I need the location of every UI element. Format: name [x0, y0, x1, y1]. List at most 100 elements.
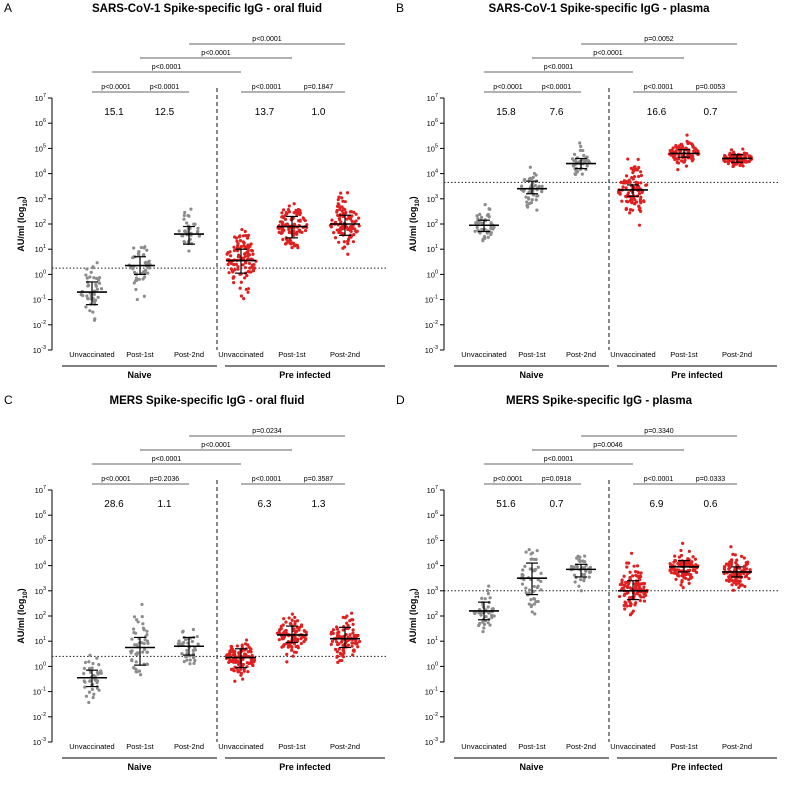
data-point: [686, 557, 690, 561]
data-point: [253, 266, 257, 270]
data-point: [482, 622, 487, 627]
data-point: [348, 226, 352, 230]
data-point: [617, 594, 622, 599]
data-point: [91, 662, 95, 666]
data-point: [357, 216, 361, 220]
data-point: [532, 597, 536, 601]
data-point: [92, 318, 97, 322]
data-point: [731, 552, 735, 556]
data-point: [345, 638, 350, 643]
data-point: [520, 184, 524, 188]
data-point: [351, 628, 355, 632]
data-point: [532, 584, 536, 589]
data-point: [578, 555, 582, 559]
panel-title: MERS Spike-specific IgG - plasma: [506, 395, 693, 407]
data-point: [236, 267, 240, 271]
data-point: [182, 217, 186, 221]
data-point: [532, 602, 536, 606]
data-point: [737, 154, 741, 158]
fold-change-label: 13.7: [255, 107, 275, 118]
p-value-label: p=0.1847: [304, 84, 333, 91]
data-point: [333, 647, 338, 652]
data-point: [539, 571, 543, 575]
y-tick-label: 10-3: [33, 737, 46, 747]
data-point: [246, 254, 250, 258]
panel-letter: C: [4, 393, 13, 407]
panel-d: D MERS Spike-specific IgG - plasma 10-3 10-…: [396, 393, 780, 772]
panel-letter: B: [396, 1, 404, 15]
data-point: [642, 199, 646, 203]
data-point: [246, 643, 250, 647]
data-point: [84, 273, 88, 277]
data-point: [236, 660, 240, 664]
data-point: [637, 192, 642, 196]
data-point: [722, 567, 727, 571]
data-point: [90, 666, 94, 670]
data-point: [728, 159, 733, 163]
data-point: [572, 152, 577, 156]
data-point: [96, 672, 100, 676]
data-point: [196, 642, 200, 646]
group-label: Pre infected: [279, 762, 331, 772]
data-point: [626, 581, 631, 585]
category-label: Post-1st: [518, 350, 546, 359]
data-point: [528, 567, 532, 571]
data-point: [622, 574, 626, 578]
data-point: [485, 588, 490, 593]
data-point: [234, 262, 238, 266]
data-point: [95, 287, 100, 291]
data-point: [236, 244, 240, 248]
data-point: [304, 637, 308, 641]
data-point: [668, 562, 672, 566]
data-point: [689, 562, 693, 566]
data-point: [680, 143, 684, 147]
data-point: [135, 297, 139, 302]
data-point: [578, 148, 582, 153]
fold-change-label: 15.1: [104, 107, 124, 118]
data-point: [340, 658, 344, 663]
data-point: [638, 197, 643, 202]
data-point: [623, 600, 627, 604]
group-label: Pre infected: [279, 370, 331, 380]
data-point: [492, 614, 496, 618]
data-point: [293, 615, 297, 619]
data-point: [686, 153, 690, 158]
data-point: [91, 310, 95, 314]
category-label: Unvaccinated: [69, 350, 114, 359]
data-point: [242, 667, 246, 672]
data-point: [185, 658, 189, 662]
y-tick-label: 102: [35, 611, 46, 621]
y-tick-label: 101: [427, 636, 438, 646]
category-label: Post-2nd: [330, 350, 360, 359]
data-point: [232, 651, 236, 656]
data-point: [528, 176, 533, 180]
data-point: [143, 638, 147, 642]
data-point: [634, 601, 638, 605]
data-point: [630, 176, 634, 180]
data-point: [534, 198, 538, 202]
p-value-label: p<0.0001: [644, 84, 673, 91]
data-point: [237, 253, 241, 257]
category-label: Post-1st: [670, 350, 698, 359]
data-point: [730, 558, 734, 562]
data-point: [481, 629, 485, 634]
y-tick-label: 10-1: [425, 687, 438, 697]
data-point: [243, 254, 247, 259]
category-label: Unvaccinated: [461, 742, 506, 751]
y-tick-label: 100: [427, 269, 438, 279]
data-point: [480, 221, 484, 225]
p-value-label: p=0.0046: [593, 442, 622, 449]
data-point: [679, 548, 683, 553]
data-point: [182, 213, 186, 218]
data-point: [579, 589, 583, 593]
data-point: [293, 635, 297, 639]
data-point: [488, 207, 492, 211]
data-point: [578, 141, 582, 145]
data-point: [341, 628, 345, 632]
data-point: [743, 154, 747, 158]
data-point: [185, 648, 189, 652]
data-point: [137, 669, 142, 673]
data-point: [182, 660, 186, 664]
data-point: [132, 255, 136, 259]
data-point: [533, 183, 537, 188]
